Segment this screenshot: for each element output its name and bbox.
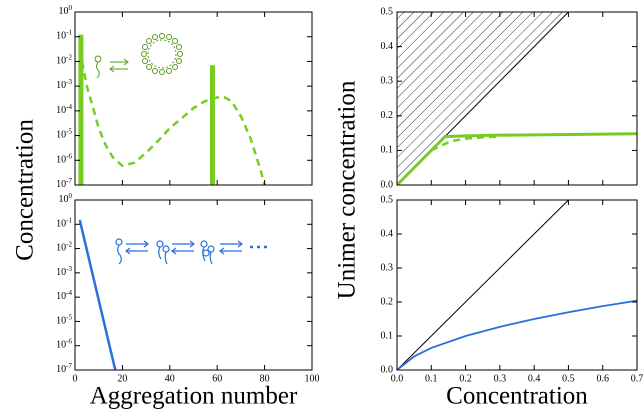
x-tick-label: 0 (73, 373, 78, 384)
x-tick-label: 0.7 (631, 373, 644, 384)
tick-exponent: -5 (66, 127, 72, 135)
tick-base: 10 (56, 31, 66, 42)
plot-area (397, 12, 637, 185)
tick-exponent: -3 (66, 264, 72, 272)
tick-base: 10 (56, 243, 66, 254)
tick-exponent: -3 (66, 78, 72, 86)
y-tick-label: 100 (59, 4, 73, 18)
y-tick-label: 0.0 (381, 179, 394, 190)
plot-area (78, 219, 117, 370)
tick-base: 10 (59, 6, 69, 17)
micelle-icon (94, 33, 183, 79)
tick-exponent: -6 (66, 337, 72, 345)
tick-exponent: -6 (66, 152, 72, 160)
y-tick-label: 0.2 (381, 296, 394, 307)
y-tick-label: 10-6 (56, 337, 72, 351)
line (80, 61, 266, 185)
tick-base: 10 (56, 105, 66, 116)
line (78, 219, 117, 370)
tick-exponent: -4 (66, 289, 72, 297)
line (397, 299, 637, 370)
tick-exponent: -7 (66, 177, 72, 185)
y-tick-label: 10-4 (56, 289, 72, 303)
tick-base: 10 (56, 80, 66, 91)
line (430, 135, 500, 152)
line (397, 132, 637, 185)
tick-base: 10 (56, 267, 66, 278)
tick-exponent: -7 (66, 362, 72, 370)
bar (209, 65, 215, 185)
x-axis-label: Aggregation number (90, 383, 298, 410)
tick-exponent: -4 (66, 102, 72, 110)
tick-exponent: -1 (66, 28, 72, 36)
tick-base: 10 (56, 179, 66, 190)
tick-base: 10 (56, 316, 66, 327)
y-tick-label: 10-4 (56, 102, 72, 116)
x-tick-label: 20 (117, 373, 127, 384)
x-tick-label: 0.5 (562, 373, 575, 384)
tick-base: 10 (59, 194, 69, 205)
frame (396, 11, 638, 186)
frame (396, 199, 638, 371)
x-axis-label: Concentration (446, 383, 588, 410)
frame (74, 11, 313, 186)
tick-base: 10 (56, 340, 66, 351)
plot-area (397, 200, 637, 370)
y-tick-label: 0.4 (381, 41, 394, 52)
x-tick-label: 100 (305, 373, 320, 384)
y-tick-label: 10-1 (56, 28, 72, 42)
frame (74, 199, 313, 371)
x-tick-label: 60 (212, 373, 222, 384)
y-tick-label: 10-3 (56, 264, 72, 278)
tick-exponent: -2 (66, 53, 72, 61)
y-tick-label: 0.4 (381, 228, 394, 239)
tick-base: 10 (56, 130, 66, 141)
y-tick-label: 10-7 (56, 177, 72, 191)
tick-exponent: -5 (66, 313, 72, 321)
x-tick-label: 0.6 (596, 373, 609, 384)
line (397, 200, 569, 370)
y-tick-label: 10-7 (56, 362, 72, 376)
tick-exponent: -2 (66, 240, 72, 248)
y-tick-label: 10-5 (56, 127, 72, 141)
y-tick-label: 0.5 (381, 194, 394, 205)
unimer-chain-icon (115, 238, 267, 265)
y-tick-label: 10-2 (56, 240, 72, 254)
y-tick-label: 0.5 (381, 6, 394, 17)
y-axis-label: Concentration (12, 119, 39, 261)
tick-exponent: 0 (69, 4, 73, 12)
y-axis-label: Unimer concentration (334, 80, 361, 299)
y-tick-label: 10-1 (56, 216, 72, 230)
y-tick-label: 10-3 (56, 78, 72, 92)
tick-base: 10 (56, 219, 66, 230)
y-tick-label: 100 (59, 192, 73, 206)
tick-exponent: 0 (69, 192, 73, 200)
tick-base: 10 (56, 364, 66, 375)
x-tick-label: 0.3 (494, 373, 507, 384)
y-tick-label: 0.2 (381, 110, 394, 121)
tick-base: 10 (56, 155, 66, 166)
x-tick-label: 0.1 (425, 373, 438, 384)
x-tick-label: 0.0 (391, 373, 404, 384)
tick-base: 10 (56, 291, 66, 302)
y-tick-label: 10-6 (56, 152, 72, 166)
y-tick-label: 0.3 (381, 262, 394, 273)
y-tick-label: 0.1 (381, 145, 394, 156)
x-tick-label: 80 (260, 373, 270, 384)
y-tick-label: 10-5 (56, 313, 72, 327)
tick-base: 10 (56, 56, 66, 67)
bar (78, 34, 84, 185)
x-tick-label: 40 (165, 373, 175, 384)
tick-exponent: -1 (66, 216, 72, 224)
y-tick-label: 0.0 (381, 364, 394, 375)
y-tick-label: 10-2 (56, 53, 72, 67)
y-tick-label: 0.3 (381, 75, 394, 86)
x-tick-label: 0.4 (528, 373, 541, 384)
y-tick-label: 0.1 (381, 330, 394, 341)
plot-area (78, 34, 266, 185)
x-tick-label: 0.2 (459, 373, 472, 384)
